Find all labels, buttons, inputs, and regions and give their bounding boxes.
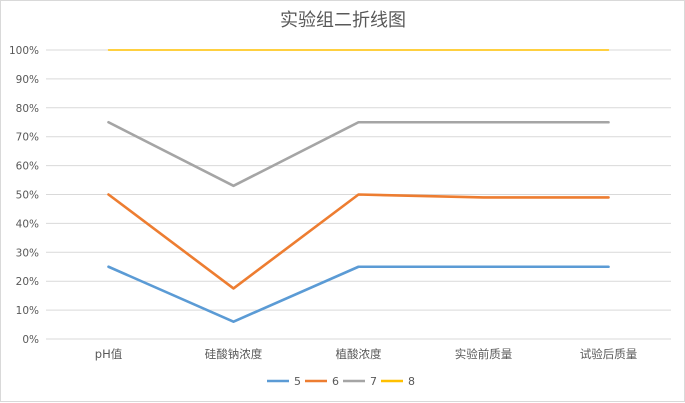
legend-label: 6 <box>332 375 339 388</box>
legend-label: 7 <box>370 375 377 388</box>
y-tick-label: 0% <box>22 334 39 346</box>
x-tick-label: 实验前质量 <box>455 347 513 361</box>
chart-title: 实验组二折线图 <box>280 10 406 31</box>
y-tick-label: 20% <box>16 276 39 288</box>
series-line-6 <box>107 193 610 290</box>
x-tick-label: 硅酸钠浓度 <box>205 347 263 361</box>
x-tick-label: 试验后质量 <box>580 347 638 361</box>
series-lines <box>107 49 610 323</box>
y-tick-label: 30% <box>16 247 39 259</box>
x-axis-ticks: pH值 硅酸钠浓度 植酸浓度 实验前质量 试验后质量 <box>95 347 637 361</box>
y-tick-label: 80% <box>16 103 39 115</box>
legend: 5 6 7 8 <box>267 375 415 388</box>
y-tick-label: 10% <box>16 305 39 317</box>
y-tick-label: 70% <box>16 132 39 144</box>
x-tick-label: 植酸浓度 <box>336 347 382 361</box>
y-axis-ticks: 0% 10% 20% 30% 40% 50% 60% 70% 80% 90% 100% <box>9 45 39 346</box>
legend-label: 8 <box>408 375 415 388</box>
legend-label: 5 <box>294 375 301 388</box>
series-line-5 <box>107 265 610 323</box>
y-tick-label: 100% <box>9 45 39 57</box>
y-tick-label: 90% <box>16 74 39 86</box>
y-tick-label: 50% <box>16 190 39 202</box>
y-tick-label: 60% <box>16 161 39 173</box>
series-line-7 <box>107 120 610 188</box>
y-tick-label: 40% <box>16 218 39 230</box>
x-tick-label: pH值 <box>95 347 123 361</box>
